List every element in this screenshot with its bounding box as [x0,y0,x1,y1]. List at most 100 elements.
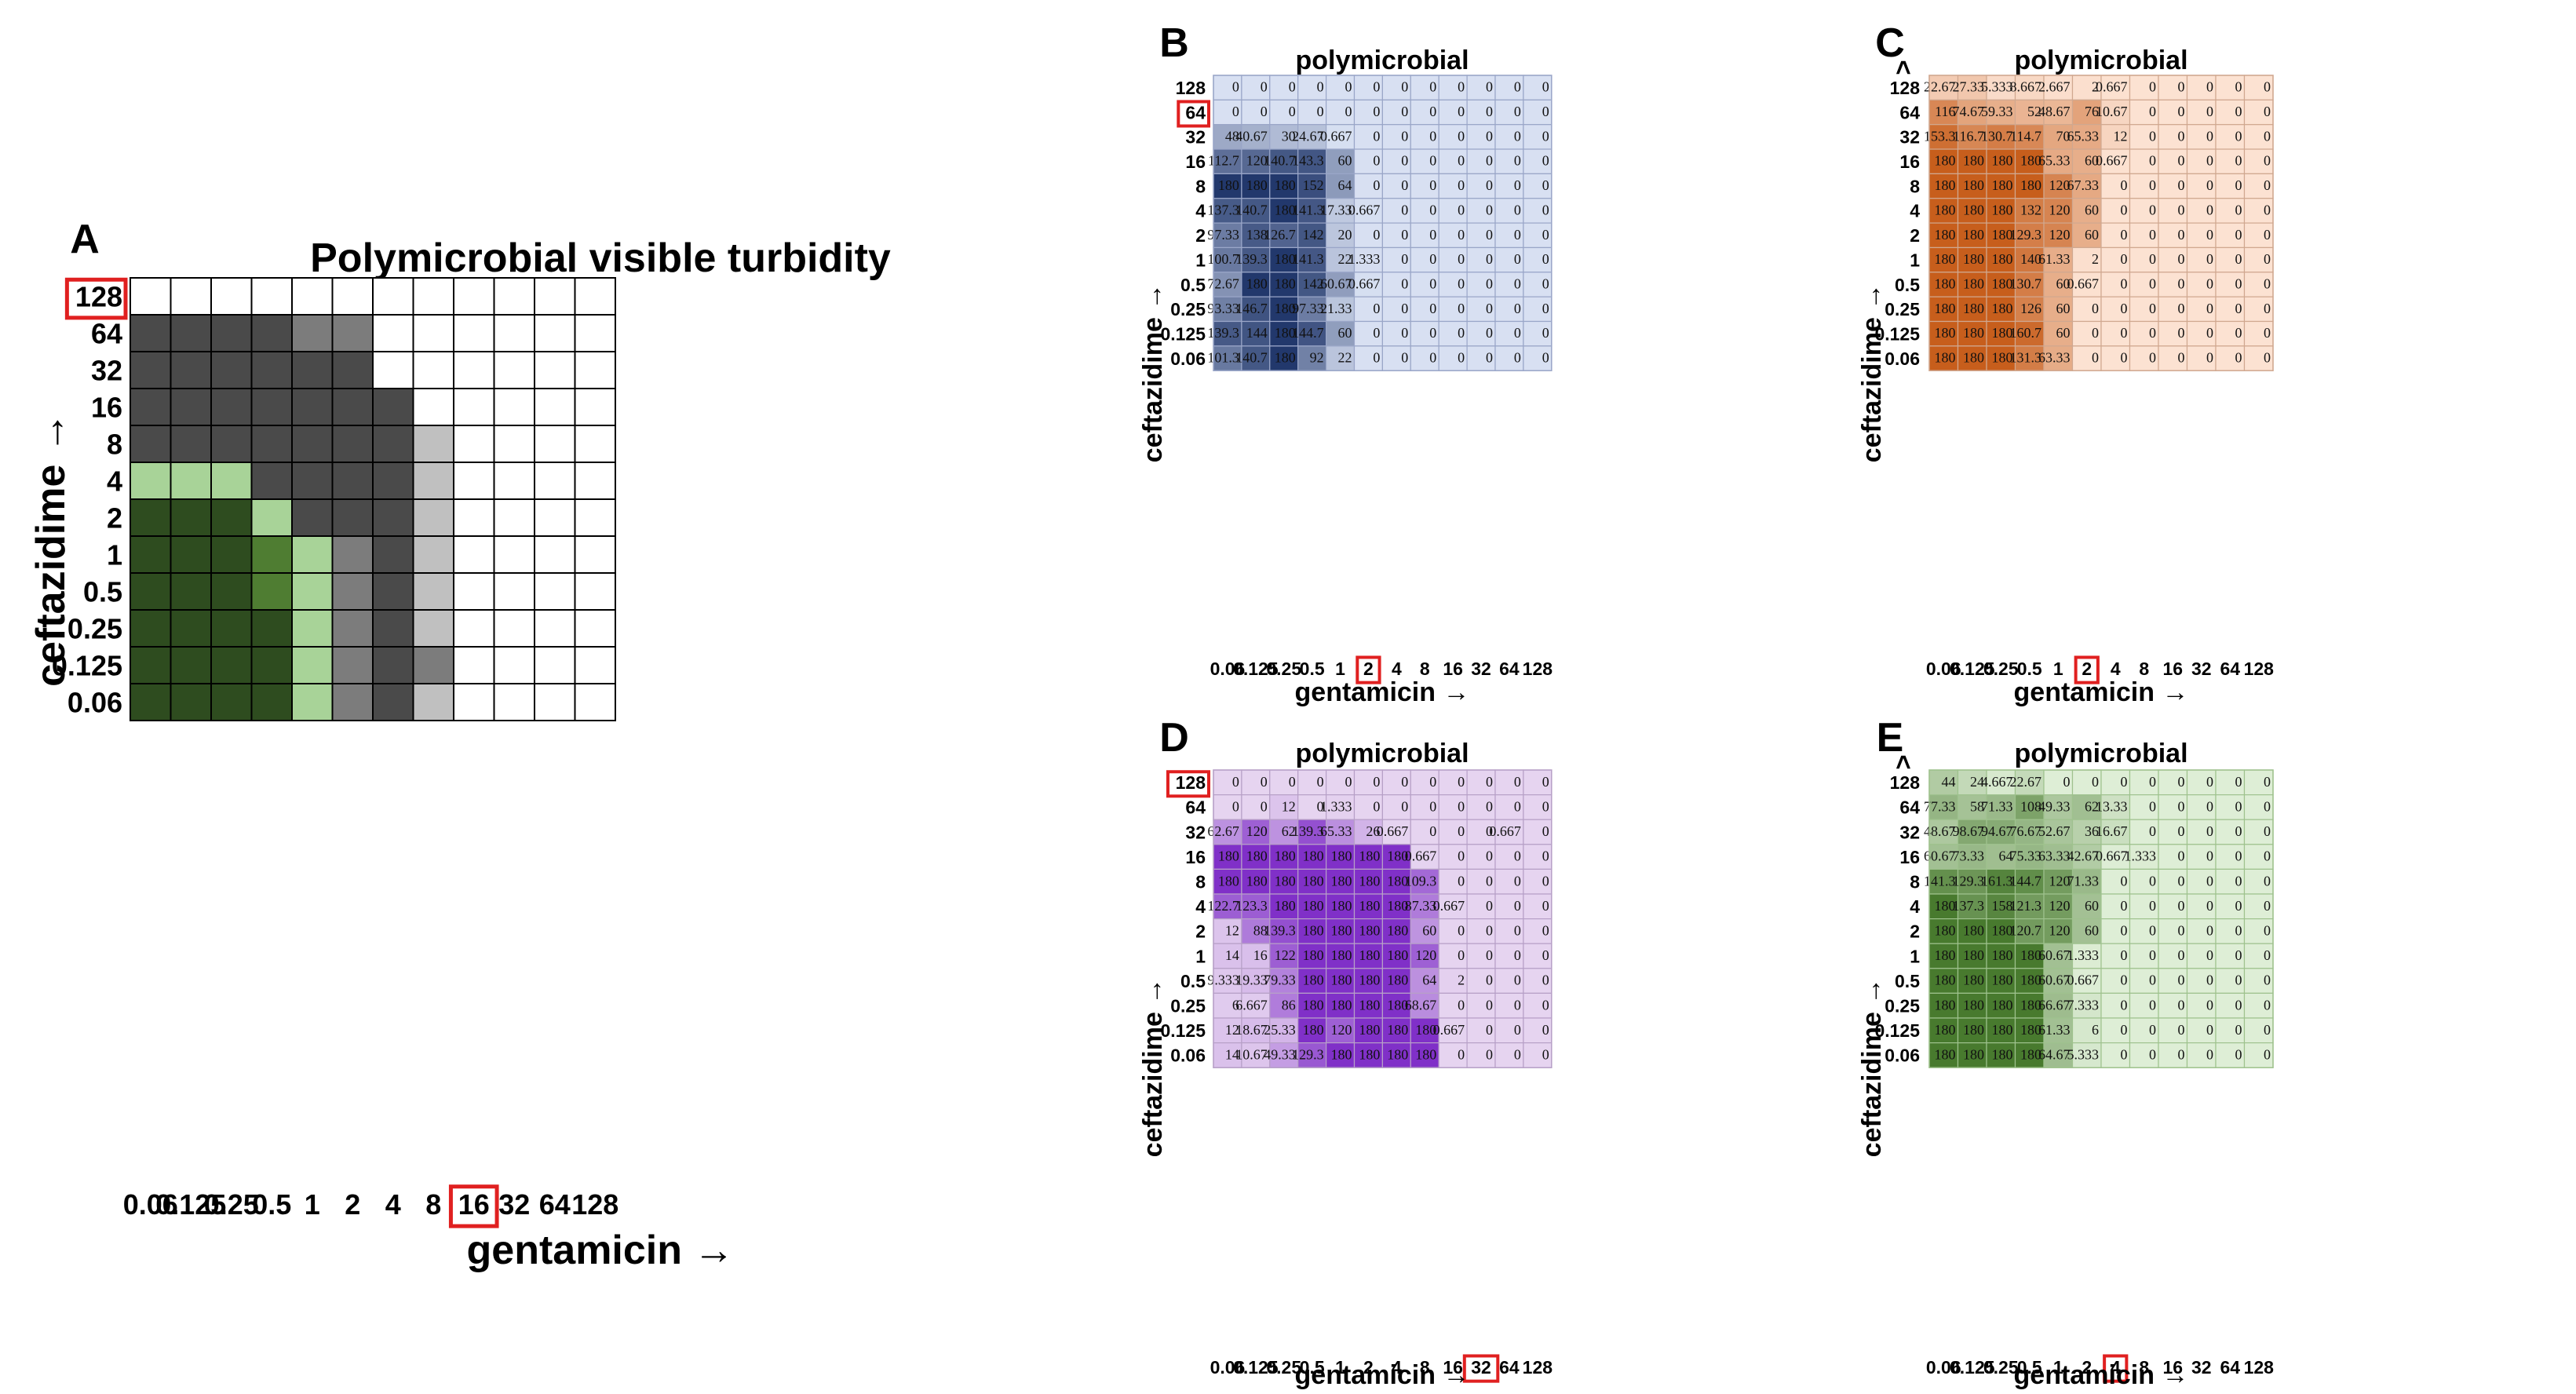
cell-value: 0 [1429,104,1436,119]
cell-value: 139.3 [1292,823,1324,839]
heatmap-cell [2243,992,2274,1019]
cell-value: 0 [2235,973,2242,988]
heatmap-cell [1241,918,1271,944]
cell-value: 0 [1458,848,1465,864]
cell-value: 120 [2049,873,2071,889]
heatmap-frame [1928,769,2274,1068]
cell-value: 141.3 [1292,251,1324,267]
cell-value: 25.33 [1264,1022,1296,1038]
heatmap-cell [2100,75,2131,100]
heatmap-cell [2014,320,2045,347]
heatmap-cell [1410,345,1439,371]
cell-value: 60 [2085,227,2099,243]
cell-value: 180 [1992,947,2013,963]
heatmap-cell [1410,992,1439,1019]
heatmap-cell [1438,844,1468,870]
heatmap-cell [2071,868,2102,895]
heatmap-cell [2158,844,2188,870]
cell-value: 123.3 [1235,898,1268,914]
highlight-box [1462,1354,1500,1383]
cell-value: 0 [2264,276,2271,291]
cell-value: 0 [2235,276,2242,291]
heatmap-cell [1410,1017,1439,1044]
heatmap-cell [210,277,253,316]
cell-value: 6 [2092,1022,2099,1038]
highlight-box [1356,655,1381,684]
cell-value: 180 [1992,153,2013,169]
heatmap-cell [1353,99,1384,126]
cell-value: 60 [2056,325,2071,341]
heatmap-cell [372,646,414,684]
heatmap-cell [1213,296,1242,323]
y-tick-label: 128 [1176,78,1206,98]
heatmap-cell [250,277,293,316]
y-tick-label: 0.125 [1160,323,1206,344]
cell-value: 0 [1373,177,1380,193]
cell-value: 0 [1401,104,1408,119]
cell-value: 64.67 [2038,1046,2071,1062]
y-tick-label: 2 [1910,921,1920,942]
cell-value: 65.33 [1320,823,1352,839]
heatmap-cell [1494,320,1524,347]
heatmap-cell [2043,918,2074,944]
heatmap-cell [170,498,212,537]
heatmap-cell [453,351,495,389]
heatmap-cell [2071,320,2102,347]
cell-value: 58 [1970,798,1984,814]
cell-value: 66.67 [2038,997,2071,1013]
cell-value: 180 [1246,276,1268,291]
cell-value: 0 [1486,798,1493,814]
heatmap-cell [170,351,212,389]
cell-value: 40.67 [1235,128,1268,144]
cell-value: 180 [1963,350,1984,366]
cell-value: 141.3 [1292,202,1324,217]
heatmap-cell [1928,868,1959,895]
cell-value: 0 [2264,947,2271,963]
cell-value: 0 [1429,177,1436,193]
heatmap-cell [2215,124,2246,150]
cell-value: 0 [2121,227,2128,243]
cell-value: 120.7 [2010,922,2042,938]
cell-value: 180 [1303,997,1324,1013]
cell-value: 65.33 [2038,153,2071,169]
cell-value: 0 [1542,873,1549,889]
heatmap-cell [2158,794,2188,820]
cell-value: 0 [2264,128,2271,144]
x-tick-label: 128 [1523,659,1553,679]
heatmap-cell [250,609,293,648]
y-tick-label: 8 [1910,871,1920,892]
cell-value: 0 [2149,997,2156,1013]
cell-value: 180 [1359,1022,1380,1038]
heatmap-cell [1466,296,1496,323]
cell-value: 6.667 [1235,997,1268,1013]
cell-value: 0 [1542,997,1549,1013]
heatmap-cell [1410,968,1439,994]
cell-value: 180 [1963,153,1984,169]
cell-value: 74.67 [1953,104,1985,119]
heatmap-cell [2186,222,2217,249]
heatmap-cell [574,425,616,463]
greater-than-marker: > [1888,60,1917,75]
y-tick-label: 8 [1910,176,1920,196]
cell-value: 0.667 [1433,898,1465,914]
cell-value: 180 [1935,350,1956,366]
cell-value: 0 [1401,774,1408,790]
heatmap-cell [2158,148,2188,175]
heatmap-cell [412,498,454,537]
cell-value: 60 [1422,922,1436,938]
heatmap-cell [1241,868,1271,895]
cell-value: 0 [1232,79,1239,95]
heatmap-cell [170,535,212,574]
cell-value: 130.7 [2010,276,2042,291]
cell-value: 0 [1486,922,1493,938]
heatmap-cell [2215,968,2246,994]
cell-value: 62.67 [1207,823,1239,839]
y-tick-label: 1 [1195,250,1206,270]
y-axis-label: ceftazidime → [1857,283,1887,463]
heatmap-cell [372,462,414,500]
cell-value: 0 [1486,823,1493,839]
cell-value: 180 [1359,848,1380,864]
cell-value: 0 [1458,823,1465,839]
cell-value: 142 [1303,276,1324,291]
cell-value: 0 [2264,251,2271,267]
